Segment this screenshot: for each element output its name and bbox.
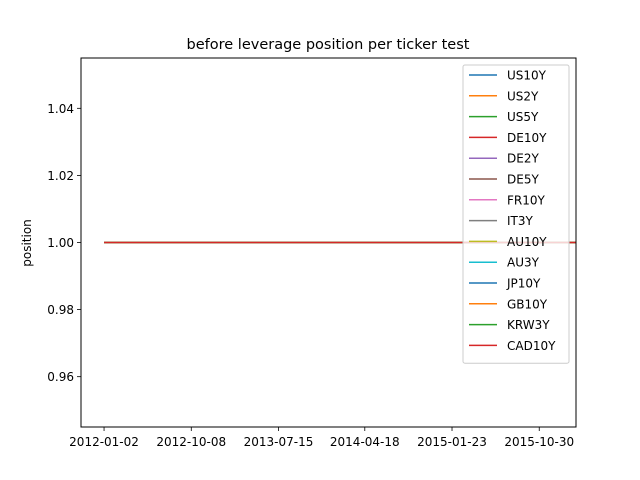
legend-label: US10Y [507,69,547,83]
x-axis: 2012-01-02 2012-10-08 2013-07-15 2014-04-18… [69,427,574,449]
legend: US10Y US2Y US5Y DE10Y DE2Y DE5Y FR10Y IT3Y AU10Y… [462,64,570,364]
y-axis: 0.96 0.98 1.00 1.02 1.04 [47,102,81,384]
legend-label: KRW3Y [507,318,550,332]
x-tick-label: 2012-01-02 [69,435,139,449]
x-tick-label: 2012-10-08 [156,435,226,449]
chart-title: before leverage position per ticker test [187,37,470,53]
legend-label: AU10Y [507,235,547,249]
legend-label: IT3Y [507,214,534,228]
legend-label: DE10Y [507,131,547,145]
y-axis-label: position [20,219,34,267]
legend-label: US2Y [507,89,539,103]
legend-label: JP10Y [506,277,541,291]
legend-label: US5Y [507,110,539,124]
x-tick-label: 2013-07-15 [244,435,314,449]
legend-box [462,64,570,364]
legend-label: DE5Y [507,173,539,187]
legend-label: DE2Y [507,152,539,166]
y-tick-label: 1.00 [47,236,74,250]
legend-label: FR10Y [507,193,546,207]
x-tick-label: 2014-04-18 [330,435,400,449]
y-tick-label: 1.04 [47,102,74,116]
legend-label: CAD10Y [507,339,556,353]
x-tick-label: 2015-10-30 [504,435,574,449]
x-tick-label: 2015-01-23 [417,435,487,449]
y-tick-label: 0.98 [47,303,74,317]
y-tick-label: 1.02 [47,169,74,183]
y-tick-label: 0.96 [47,370,74,384]
legend-label: GB10Y [507,297,548,311]
legend-label: AU3Y [507,256,540,270]
